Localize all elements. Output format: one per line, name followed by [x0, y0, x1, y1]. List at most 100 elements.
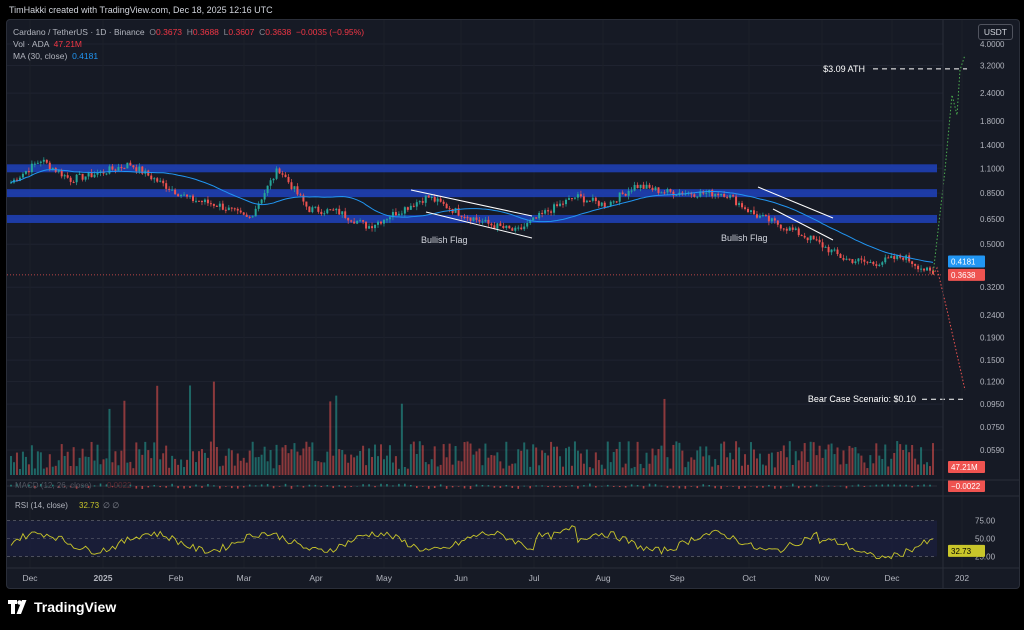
- macd-bar: [415, 486, 418, 489]
- macd-bar: [666, 486, 669, 488]
- close-value: 0.3638: [265, 27, 292, 37]
- candle-body: [803, 235, 806, 238]
- volume-bar: [612, 452, 615, 475]
- macd-bar: [469, 486, 472, 489]
- candle-body: [126, 162, 129, 169]
- volume-bar: [27, 464, 30, 475]
- candle-body: [764, 215, 767, 217]
- macd-bar: [487, 485, 490, 487]
- candle-body: [84, 176, 87, 180]
- candle-body: [45, 159, 48, 163]
- candle-body: [200, 200, 203, 203]
- volume-bar: [785, 457, 788, 475]
- candle-body: [245, 214, 248, 217]
- candle-body: [714, 193, 717, 197]
- volume-bar: [439, 464, 442, 475]
- candle-body: [747, 208, 750, 212]
- macd-bar: [523, 485, 526, 487]
- currency-button[interactable]: USDT: [977, 24, 1013, 40]
- open-value: 0.3673: [156, 27, 183, 37]
- candle-body: [33, 163, 36, 165]
- macd-bar: [40, 483, 42, 487]
- candle-body: [693, 194, 696, 197]
- volume-bar: [585, 449, 588, 475]
- candle-body: [159, 180, 162, 182]
- volume-bar: [236, 453, 239, 475]
- macd-bar: [410, 485, 412, 487]
- candle-body: [233, 208, 236, 210]
- candle-body: [752, 210, 755, 215]
- candle-body: [466, 217, 469, 219]
- candle-body: [365, 221, 368, 229]
- volume-bar: [177, 464, 180, 475]
- volume-bar: [230, 450, 233, 475]
- volume-bar: [884, 444, 887, 475]
- macd-bar: [738, 486, 740, 489]
- volume-bar: [78, 457, 81, 475]
- volume-bar: [788, 441, 791, 475]
- volume-bar: [887, 466, 890, 475]
- macd-faded-value: 0.0022: [107, 481, 132, 490]
- macd-bar: [612, 486, 615, 487]
- volume-bar: [388, 445, 391, 475]
- volume-bar: [839, 464, 842, 475]
- candle-body: [269, 180, 272, 186]
- volume-bar: [397, 468, 400, 475]
- price-axis-tick: 0.5000: [980, 240, 1005, 249]
- resistance-zone-3[interactable]: [7, 214, 937, 223]
- price-chart[interactable]: Bullish Flag Bullish Flag $3.09 ATH Bear Ca…: [7, 20, 1019, 588]
- ma-line: [10, 169, 934, 263]
- candle-body: [911, 261, 914, 264]
- candle-body: [532, 217, 535, 221]
- macd-bar: [380, 483, 382, 487]
- macd-bar: [595, 486, 597, 488]
- macd-bar: [344, 486, 346, 488]
- candle-body: [174, 189, 177, 195]
- resistance-zone-2[interactable]: [7, 189, 937, 198]
- volume-bar: [442, 444, 445, 475]
- candle-body: [582, 196, 585, 203]
- macd-bar: [618, 486, 621, 488]
- volume-bar: [776, 451, 779, 475]
- candle-body: [224, 209, 227, 211]
- candle-body: [618, 192, 621, 202]
- volume-bar: [287, 453, 290, 475]
- macd-value-label-bg: [948, 480, 985, 492]
- candle-body: [567, 198, 570, 200]
- macd-bar: [768, 484, 770, 487]
- volume-bar: [260, 454, 263, 475]
- candle-body: [317, 206, 320, 212]
- volume-bar: [24, 456, 27, 475]
- macd-bar: [547, 486, 549, 488]
- volume-bar: [529, 466, 532, 475]
- price-axis-tick: 0.8500: [980, 189, 1005, 198]
- volume-bar: [496, 452, 499, 475]
- candle-body: [138, 166, 141, 172]
- volume-bar: [562, 466, 565, 475]
- candle-body: [630, 190, 633, 192]
- macd-bar: [231, 486, 233, 489]
- macd-bar: [290, 486, 293, 489]
- volume-bar: [341, 449, 344, 475]
- macd-bar: [929, 484, 931, 487]
- candle-body: [335, 208, 338, 211]
- volume-bar: [156, 385, 159, 475]
- volume-bar: [12, 462, 15, 475]
- volume-bar: [499, 461, 502, 475]
- candle-body: [481, 221, 484, 223]
- candle-body: [141, 166, 144, 174]
- resistance-zone-1[interactable]: [7, 164, 937, 173]
- candle-body: [917, 265, 920, 270]
- last-price-label: 0.3638: [951, 271, 976, 280]
- volume-bar: [564, 448, 567, 475]
- volume-bar: [600, 464, 603, 475]
- macd-bar: [815, 484, 818, 487]
- chart-frame[interactable]: Bullish Flag Bullish Flag $3.09 ATH Bear Ca…: [6, 19, 1020, 589]
- macd-bar: [34, 486, 36, 489]
- macd-bar: [236, 486, 239, 489]
- macd-bar: [87, 486, 90, 489]
- candle-body: [702, 191, 705, 194]
- candle-body: [311, 207, 314, 213]
- macd-bar: [762, 486, 764, 488]
- volume-bar: [263, 446, 266, 475]
